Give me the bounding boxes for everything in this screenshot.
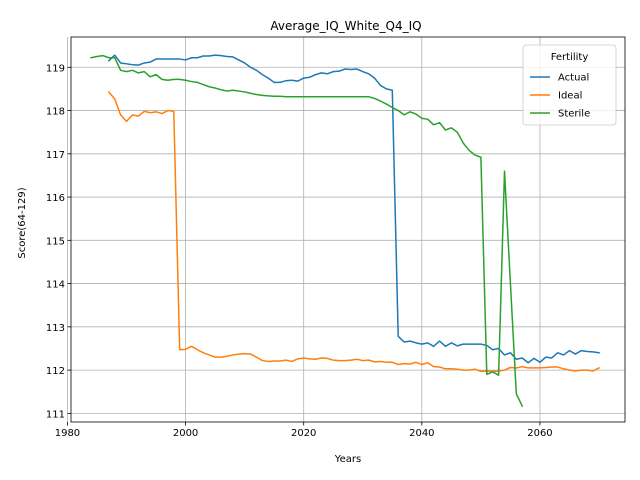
legend-entries: Actual Ideal Sterile — [530, 73, 590, 120]
y-tick-label: 111 — [46, 409, 65, 420]
legend-label-ideal: Ideal — [558, 91, 582, 102]
plot-frame — [70, 36, 626, 423]
y-axis-label: Score(64-129) — [17, 187, 28, 258]
x-tick-label: 2020 — [291, 428, 316, 439]
legend-title: Fertility — [551, 52, 589, 63]
y-tick-label: 119 — [46, 63, 65, 74]
series-line-ideal — [107, 90, 601, 373]
legend: Fertility Actual Ideal Sterile — [522, 44, 617, 126]
grid — [67, 37, 625, 422]
y-ticks: 111 112 113 114 115 116 117 118 119 — [46, 63, 71, 420]
series-lines — [90, 54, 601, 407]
x-tick-label: 1980 — [55, 428, 80, 439]
y-tick-label: 113 — [46, 323, 65, 334]
x-ticks: 1980 2000 2020 2040 2060 — [55, 422, 553, 439]
x-axis-label: Years — [334, 454, 361, 465]
x-tick-label: 2040 — [409, 428, 434, 439]
series-line-actual — [107, 54, 600, 364]
y-tick-label: 115 — [46, 236, 65, 247]
x-tick-label: 2060 — [527, 428, 552, 439]
legend-label-actual: Actual — [558, 73, 589, 84]
x-tick-label: 2000 — [173, 428, 198, 439]
y-tick-label: 117 — [46, 150, 65, 161]
legend-box — [522, 44, 617, 126]
y-tick-label: 118 — [46, 107, 65, 118]
y-tick-label: 112 — [46, 366, 65, 377]
y-tick-label: 114 — [46, 280, 65, 291]
y-tick-label: 116 — [46, 193, 65, 204]
legend-label-sterile: Sterile — [558, 109, 590, 120]
series-line-sterile — [90, 54, 524, 407]
chart-title: Average_IQ_White_Q4_IQ — [270, 19, 421, 33]
